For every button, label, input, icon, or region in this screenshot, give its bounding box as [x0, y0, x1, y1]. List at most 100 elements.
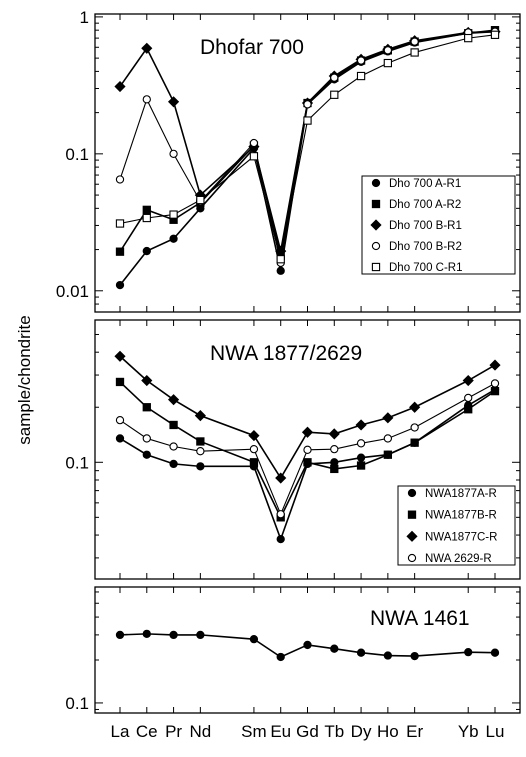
data-point	[196, 447, 205, 456]
legend-entry: Dho 700 B-R1	[389, 220, 462, 232]
data-point	[169, 149, 178, 158]
data-point	[169, 442, 178, 451]
data-point	[489, 359, 501, 371]
data-point	[462, 374, 474, 387]
data-point	[303, 100, 312, 109]
legend-marker	[371, 241, 381, 251]
data-point	[114, 350, 126, 362]
data-point	[194, 410, 206, 422]
data-point	[410, 438, 419, 447]
data-point	[276, 534, 285, 544]
y-axis-label: sample/chondrite	[15, 315, 34, 444]
data-point	[303, 445, 312, 454]
legend-marker	[406, 530, 418, 542]
data-point	[142, 205, 151, 214]
data-point	[464, 393, 473, 403]
data-point	[490, 379, 500, 388]
data-point	[490, 648, 500, 657]
legend-marker	[371, 178, 381, 188]
x-tick-label: Eu	[270, 722, 291, 741]
legend-entry: NWA 2629-R	[425, 553, 492, 565]
legend-marker	[371, 199, 381, 209]
legend-marker	[407, 488, 417, 498]
data-point	[383, 46, 393, 55]
data-point	[169, 234, 178, 243]
data-point	[142, 95, 151, 104]
data-point	[141, 374, 153, 387]
data-point	[303, 640, 312, 650]
data-point	[464, 648, 473, 657]
y-tick-label: 0.01	[56, 282, 89, 301]
data-point	[303, 116, 312, 125]
legend-entry: NWA1877C-R	[425, 531, 497, 543]
legend-entry: NWA1877A-R	[425, 488, 497, 500]
data-point	[141, 42, 153, 54]
data-point	[196, 195, 205, 205]
data-point	[410, 48, 419, 57]
data-point	[248, 429, 260, 442]
legend-entry: Dho 700 A-R1	[389, 178, 461, 190]
data-point	[115, 280, 125, 290]
data-point	[356, 648, 366, 657]
data-point	[330, 444, 339, 454]
data-point	[383, 651, 393, 660]
data-point	[115, 416, 125, 425]
legend-entry: NWA1877B-R	[425, 510, 497, 522]
x-tick-label: Ce	[136, 722, 158, 741]
legend-marker	[407, 510, 417, 519]
data-point	[142, 629, 151, 639]
data-point	[328, 428, 340, 440]
data-point	[276, 510, 285, 519]
data-point	[142, 450, 151, 459]
data-point	[142, 213, 151, 223]
data-point	[356, 461, 366, 470]
data-point	[115, 175, 125, 184]
panel-frame	[94, 586, 521, 714]
data-point	[249, 635, 259, 644]
data-point	[490, 30, 500, 39]
x-tick-label: Pr	[165, 722, 182, 741]
data-point	[169, 459, 178, 469]
data-point	[355, 419, 367, 431]
data-point	[383, 58, 393, 68]
x-tick-label: Nd	[189, 722, 211, 741]
x-tick-label: La	[111, 722, 130, 741]
data-point	[356, 439, 366, 448]
data-point	[410, 37, 419, 46]
data-point	[276, 266, 285, 275]
data-point	[142, 403, 151, 412]
legend-marker	[407, 553, 417, 563]
x-tick-label: Tb	[324, 722, 344, 741]
data-point	[115, 247, 125, 256]
legend-entry: Dho 700 A-R2	[389, 199, 461, 211]
y-tick-label: 0.1	[65, 453, 89, 472]
data-point	[169, 210, 178, 219]
legend-frame	[397, 485, 516, 566]
data-point	[115, 630, 125, 640]
x-tick-label: Yb	[458, 722, 479, 741]
data-point	[276, 652, 285, 662]
data-point	[249, 458, 259, 467]
data-point	[409, 401, 421, 413]
data-point	[382, 412, 394, 424]
x-tick-label: Dy	[351, 722, 372, 741]
x-tick-label: Er	[406, 722, 423, 741]
data-point	[303, 458, 312, 467]
data-point	[167, 96, 180, 108]
data-point	[249, 138, 259, 148]
data-point	[169, 630, 178, 640]
data-point	[114, 80, 126, 93]
legend: Dho 700 A-R1 Dho 700 A-R2 Dho 700 B-R1 Dho …	[361, 175, 516, 275]
data-point	[115, 377, 125, 387]
panel-3: 0.1 NWA 1461	[65, 586, 521, 714]
data-point	[142, 246, 151, 256]
x-tick-label: Ho	[377, 722, 399, 741]
data-point	[410, 651, 419, 661]
data-point	[356, 71, 366, 81]
data-point	[196, 630, 205, 640]
panel-title: NWA 1877/2629	[210, 342, 362, 365]
data-point	[276, 255, 285, 264]
data-point	[115, 434, 125, 443]
